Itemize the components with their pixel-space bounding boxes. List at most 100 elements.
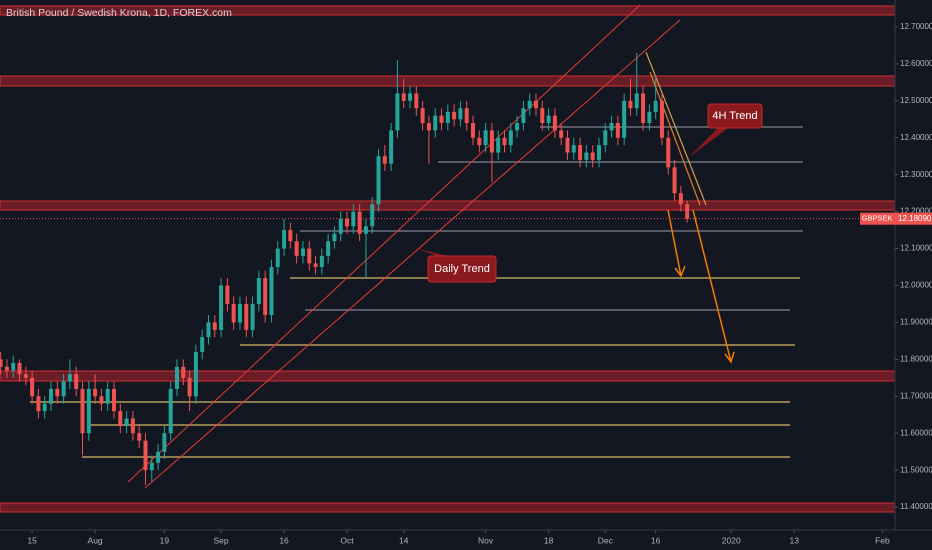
candle-body	[326, 241, 331, 256]
candle-body	[124, 418, 129, 426]
candle-body	[527, 100, 532, 109]
candle-body	[250, 303, 255, 330]
candle-body	[647, 111, 652, 123]
candle-body	[263, 278, 268, 316]
candle-body	[596, 145, 601, 160]
x-tick-label: Feb	[875, 535, 890, 545]
candle-body	[219, 285, 224, 330]
x-tick-label: 19	[160, 535, 170, 545]
candle-body	[376, 156, 381, 205]
callout	[427, 255, 497, 283]
candle-body	[609, 122, 614, 131]
candle-body	[23, 374, 28, 378]
candle-body	[395, 93, 400, 131]
candle-body	[86, 388, 91, 434]
y-tick-label: 12.60000	[900, 59, 932, 68]
candle-body	[42, 403, 47, 412]
candle-body	[439, 115, 444, 123]
candle-body	[345, 219, 350, 227]
candle-body	[112, 388, 117, 412]
symbol-tag	[860, 212, 895, 225]
candle-body	[659, 100, 664, 138]
candle-body	[471, 122, 476, 138]
candle-body	[502, 137, 507, 146]
candle-body	[445, 111, 450, 123]
x-tick-label: 15	[27, 535, 37, 545]
candle-body	[477, 137, 482, 146]
x-tick-label: 13	[789, 535, 799, 545]
annotation: 4H Trend	[712, 110, 757, 122]
candle-body	[313, 263, 318, 268]
y-tick-label: 11.70000	[900, 391, 932, 400]
candle-body	[319, 255, 324, 268]
trend-line	[649, 71, 701, 206]
candle-body	[118, 411, 123, 426]
x-tick-label: 2020	[722, 535, 741, 545]
y-tick-label: 11.60000	[900, 428, 932, 437]
candle-body	[137, 433, 142, 441]
last-price-label: 12.18090	[898, 214, 932, 223]
zone	[0, 75, 896, 87]
candle-body	[420, 108, 425, 123]
candle-body	[17, 363, 22, 375]
candle-body	[269, 267, 274, 316]
candle-body	[130, 418, 135, 434]
candle-body	[552, 115, 557, 131]
candle-body	[206, 322, 211, 338]
y-tick-label: 12.30000	[900, 170, 932, 179]
candle-body	[74, 374, 79, 389]
candle-body	[282, 230, 287, 249]
callout	[707, 103, 763, 129]
candle-body	[641, 93, 646, 123]
drawings	[0, 4, 896, 513]
candle-body	[225, 285, 230, 304]
candle-body	[294, 241, 299, 256]
arrow	[692, 209, 735, 364]
candle-body	[515, 122, 520, 131]
candle-body	[584, 152, 589, 160]
candle-body	[408, 93, 413, 101]
candle-body	[288, 230, 293, 242]
candle-body	[433, 115, 438, 131]
candle-body	[489, 130, 494, 153]
chart-title: British Pound / Swedish Krona, 1D, FOREX…	[6, 7, 232, 19]
candle-body	[193, 351, 198, 397]
candle-body	[275, 248, 280, 268]
candle-body	[307, 248, 312, 264]
candle-body	[370, 204, 375, 227]
candle-body	[483, 130, 488, 146]
candle-body	[99, 396, 104, 404]
x-tick-label: 14	[399, 535, 409, 545]
y-tick-label: 12.70000	[900, 22, 932, 31]
candle-body	[30, 377, 35, 397]
candle-body	[357, 211, 362, 234]
candle-body	[332, 233, 337, 242]
candle-body	[540, 108, 545, 123]
candle-body	[11, 363, 16, 371]
candle-body	[0, 359, 3, 367]
y-tick-label: 12.10000	[900, 244, 932, 253]
symbol: GBPSEK	[862, 214, 893, 223]
candle-body	[533, 100, 538, 109]
candle-body	[565, 137, 570, 153]
y-tick-label: 11.50000	[900, 465, 932, 474]
x-tick-label: 16	[279, 535, 289, 545]
candle-body	[162, 433, 167, 452]
candle-body	[55, 388, 60, 397]
candle-body	[685, 204, 690, 219]
y-tick-label: 12.40000	[900, 133, 932, 142]
candle-body	[244, 303, 249, 330]
candle-body	[338, 219, 343, 234]
candle-body	[143, 440, 148, 471]
y-tick-label: 11.40000	[900, 502, 932, 511]
price-tag	[895, 212, 932, 225]
candle-body	[666, 137, 671, 168]
candle-body	[382, 156, 387, 164]
candle-body	[389, 130, 394, 164]
candle-body	[508, 130, 513, 146]
x-tick-label: Aug	[88, 535, 103, 545]
candle-body	[156, 451, 161, 463]
candle-body	[546, 115, 551, 123]
callout-pointer	[688, 128, 728, 158]
